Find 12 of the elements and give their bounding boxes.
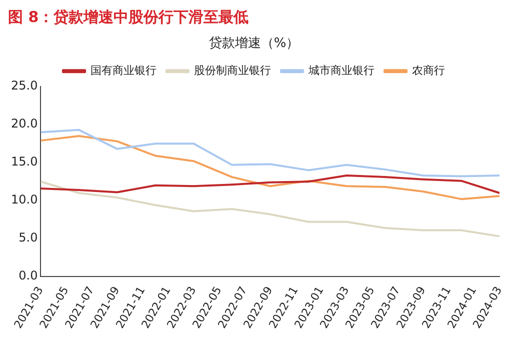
chart-title: 图 8：贷款增速中股份行下滑至最低 xyxy=(8,8,250,28)
y-tick-label: 15.0 xyxy=(11,154,38,169)
legend-label: 国有商业银行 xyxy=(90,64,156,77)
y-tick-label: 5.0 xyxy=(18,230,38,245)
chart-subtitle: 贷款增速（%） xyxy=(208,36,300,52)
y-tick-label: 25.0 xyxy=(11,78,38,93)
legend-label: 股份制商业银行 xyxy=(194,64,271,77)
y-tick-label: 0.0 xyxy=(18,268,38,283)
legend-label: 城市商业银行 xyxy=(308,64,374,77)
y-tick-label: 20.0 xyxy=(11,116,38,131)
legend-label: 农商行 xyxy=(412,64,445,77)
y-tick-label: 10.0 xyxy=(11,192,38,207)
